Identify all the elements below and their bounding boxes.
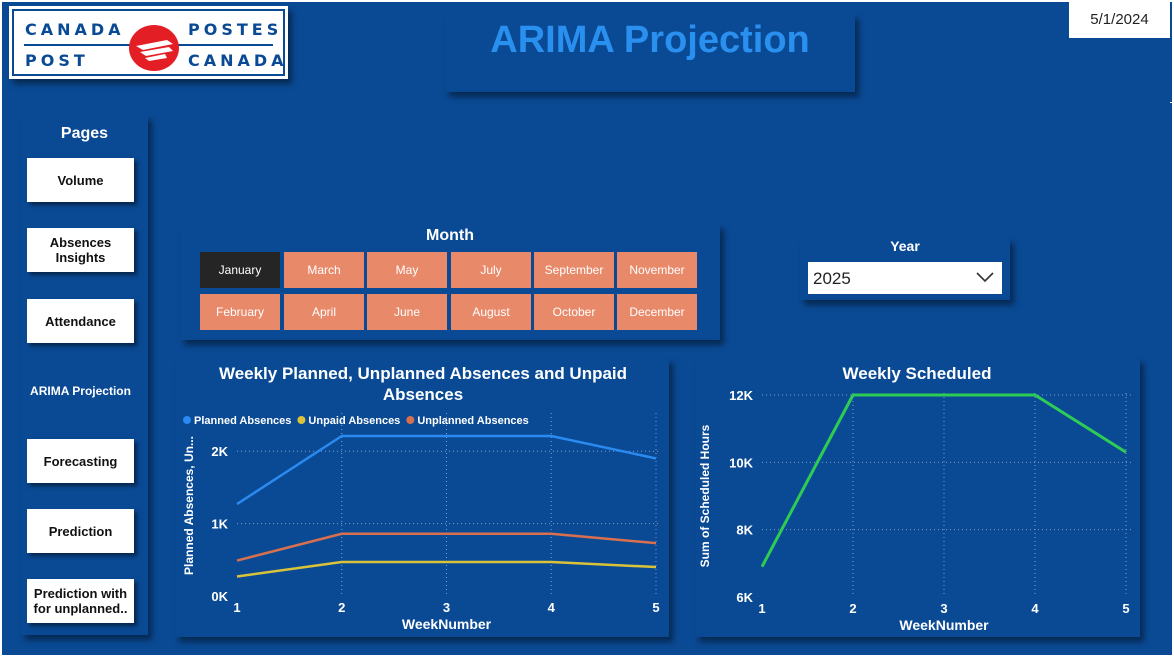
month-february-button[interactable]: February	[200, 294, 280, 330]
series-line	[236, 434, 657, 506]
logo-text-canada: CANADA	[25, 20, 125, 39]
legend-entry: Unpaid Absences	[308, 415, 400, 427]
title-card: ARIMA Projection	[445, 14, 855, 92]
x-axis-title: WeekNumber	[899, 617, 989, 633]
logo-frame: CANADA POSTES POST CANADA	[12, 9, 285, 76]
month-march-button[interactable]: March	[284, 252, 364, 288]
absences-line-chart: Weekly Planned, Unplanned Absences and U…	[175, 358, 669, 637]
year-slicer-title: Year	[890, 238, 920, 254]
nav-arima-projection-button[interactable]: ARIMA Projection	[27, 369, 134, 413]
month-slicer-title: Month	[426, 227, 474, 244]
y-tick-label: 8K	[736, 523, 753, 538]
logo-text-canada-fr: CANADA	[188, 51, 288, 70]
series-line	[236, 560, 657, 578]
y-tick-label: 12K	[729, 388, 753, 403]
month-december-button[interactable]: December	[617, 294, 697, 330]
x-tick-label: 2	[338, 600, 345, 615]
month-april-button[interactable]: April	[284, 294, 364, 330]
nav-forecasting-button[interactable]: Forecasting	[27, 439, 134, 483]
logo-text-post: POST	[25, 51, 89, 70]
nav-absences-insights-button[interactable]: Absences Insights	[27, 228, 134, 272]
month-may-button[interactable]: May	[367, 252, 447, 288]
y-axis-title: Sum of Scheduled Hours	[698, 424, 712, 567]
month-november-button[interactable]: November	[617, 252, 697, 288]
y-tick-label: 2K	[211, 444, 228, 459]
x-tick-label: 4	[1031, 601, 1039, 616]
y-tick-label: 6K	[736, 590, 753, 605]
nav-prediction-button[interactable]: Prediction	[27, 509, 134, 553]
pages-navigation: Pages Volume Absences Insights Attendanc…	[21, 115, 148, 635]
x-tick-label: 1	[758, 601, 765, 616]
month-slicer: Month January March May July September N…	[180, 224, 720, 340]
nav-prediction-unplanned-button[interactable]: Prediction with for unplanned..	[27, 579, 134, 623]
legend-marker	[183, 416, 191, 424]
chevron-down-icon[interactable]	[976, 270, 994, 284]
canada-post-logo: CANADA POSTES POST CANADA	[9, 6, 288, 79]
x-tick-label: 3	[443, 600, 450, 615]
logo-text-postes: POSTES	[188, 20, 283, 39]
month-july-button[interactable]: July	[451, 252, 531, 288]
x-tick-label: 5	[1122, 601, 1129, 616]
x-axis-title: WeekNumber	[402, 616, 492, 632]
month-june-button[interactable]: June	[367, 294, 447, 330]
legend-marker	[406, 416, 415, 424]
legend-marker	[297, 416, 306, 424]
y-tick-label: 1K	[211, 517, 228, 532]
edge-mark	[1170, 102, 1172, 103]
month-october-button[interactable]: October	[534, 294, 614, 330]
x-tick-label: 1	[233, 600, 240, 615]
series-line	[236, 532, 657, 562]
x-tick-label: 4	[548, 600, 556, 615]
absences-chart-svg: Weekly Planned, Unplanned Absences and U…	[182, 364, 660, 632]
year-dropdown-value: 2025	[813, 269, 851, 288]
y-axis-title: Planned Absences, Un...	[182, 436, 196, 575]
month-august-button[interactable]: August	[451, 294, 531, 330]
chart-title: Absences	[383, 385, 463, 404]
series-line	[760, 393, 1127, 568]
nav-volume-button[interactable]: Volume	[27, 158, 134, 202]
year-slicer: Year 2025	[800, 238, 1010, 300]
legend-entry: Unplanned Absences	[417, 415, 528, 427]
chart-title: Weekly Planned, Unplanned Absences and U…	[219, 364, 627, 383]
month-september-button[interactable]: September	[534, 252, 614, 288]
year-dropdown[interactable]: 2025	[808, 262, 1002, 294]
month-january-button[interactable]: January	[200, 252, 280, 288]
x-tick-label: 3	[940, 601, 947, 616]
nav-attendance-button[interactable]: Attendance	[27, 299, 134, 343]
page-title: ARIMA Projection	[490, 19, 810, 61]
y-tick-label: 10K	[729, 455, 753, 470]
x-tick-label: 2	[849, 601, 856, 616]
scheduled-chart-svg: Weekly Scheduled 6K 8K 10K 12K 1 2 3 4 5 WeekNumbe…	[698, 364, 1131, 633]
legend-entry: Planned Absences	[194, 415, 291, 427]
post-emblem-icon	[129, 25, 179, 71]
x-tick-label: 5	[652, 600, 659, 615]
scheduled-line-chart: Weekly Scheduled 6K 8K 10K 12K 1 2 3 4 5 WeekNumbe…	[695, 358, 1140, 637]
chart-title: Weekly Scheduled	[843, 364, 992, 383]
y-tick-label: 0K	[211, 589, 228, 604]
report-date: 5/1/2024	[1069, 2, 1170, 38]
pages-title: Pages	[60, 125, 109, 142]
